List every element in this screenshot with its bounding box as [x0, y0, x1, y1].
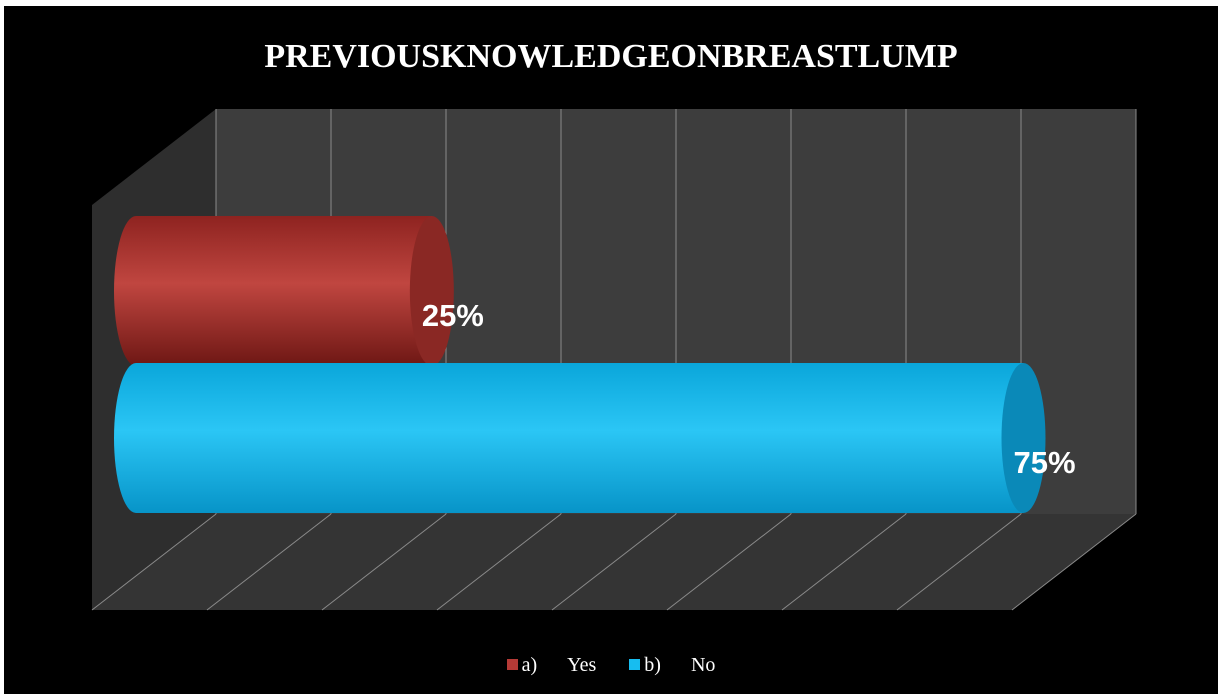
floor-gridline [321, 513, 447, 611]
floor-gridline [896, 513, 1022, 611]
floor-gridline [436, 513, 562, 611]
data-label-no: 75% [1014, 445, 1076, 480]
bar-yes [114, 216, 454, 366]
floor-gridline [666, 513, 792, 611]
floor-gridline [91, 513, 217, 611]
chart-area: 25% 75% PREVIOUSKNOWLEDGEONBREASTLUMP a) Y… [4, 6, 1218, 694]
floor-gridline [1011, 513, 1137, 611]
legend-item-yes: a) Yes [506, 654, 597, 677]
bar-no [114, 363, 1046, 513]
legend-label-yes: Yes [567, 654, 597, 676]
floor-gridline [781, 513, 907, 611]
bar-no-body [114, 363, 1024, 513]
plot-area: 25% 75% [91, 109, 1137, 611]
bar-yes-cap [409, 216, 454, 366]
legend: a) Yes b) No [4, 654, 1218, 677]
bar-no-cap [1001, 363, 1046, 513]
floor-gridline [551, 513, 677, 611]
legend-prefix-no: b) [644, 654, 661, 676]
legend-swatch-no [629, 659, 641, 670]
legend-item-no: b) No [629, 654, 715, 677]
chart-title: PREVIOUSKNOWLEDGEONBREASTLUMP [264, 38, 958, 75]
legend-swatch-yes [506, 659, 518, 670]
floor-gridline [206, 513, 332, 611]
legend-prefix-yes: a) [521, 654, 538, 676]
bar-yes-body [114, 216, 432, 366]
data-label-yes: 25% [422, 298, 484, 333]
legend-label-no: No [690, 654, 716, 676]
